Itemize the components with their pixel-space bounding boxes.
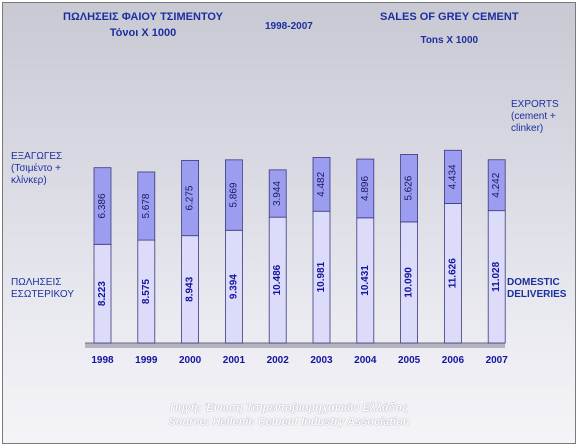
value-label-exports-2003: 4.482 (316, 171, 327, 196)
title-greek-line2: Τόνοι Χ 1000 (109, 27, 177, 39)
title-english-line2: Tons X 1000 (420, 35, 479, 46)
left-label-exports: ΕΞΑΓΩΓΕΣ (Τσιμέντο + κλίνκερ) (11, 151, 62, 187)
title-english-line1: SALES OF GREY CEMENT (380, 11, 519, 23)
right-exports-line2: (cement + (511, 111, 556, 122)
value-label-domestic-2001: 9.394 (228, 274, 239, 299)
bar-exports-2007 (487, 159, 506, 212)
x-tick-label-1999: 1999 (135, 355, 158, 366)
chart-title-greek: ΠΩΛΗΣΕΙΣ ΦΑΙΟΥ ΤΣΙΜΕΝΤΟΥ Τόνοι Χ 1000 (63, 11, 223, 39)
value-label-exports-1998: 6.386 (97, 193, 108, 218)
value-label-exports-2005: 5.626 (404, 175, 415, 200)
right-domestic-line2: DELIVERIES (507, 289, 567, 300)
left-domestic-line2: ΕΣΩΤΕΡΙΚΟΥ (11, 289, 75, 300)
x-tick-label-2007: 2007 (486, 355, 509, 366)
value-label-domestic-1999: 8.575 (141, 279, 152, 304)
value-label-domestic-2000: 8.943 (185, 276, 196, 301)
left-exports-line1: ΕΞΑΓΩΓΕΣ (11, 151, 63, 162)
value-label-domestic-2005: 10.090 (404, 267, 415, 298)
stacked-bar-chart: 8.223 6.386 1998 8.575 5.678 1999 8.943 6.275 20… (85, 149, 509, 366)
bar-exports-2004 (356, 158, 375, 219)
right-label-exports: EXPORTS (cement + clinker) (511, 99, 559, 135)
x-tick-label-2005: 2005 (398, 355, 421, 366)
chart-title-english: SALES OF GREY CEMENT Tons X 1000 (380, 11, 519, 46)
right-exports-line3: clinker) (511, 123, 544, 134)
right-label-domestic: DOMESTIC DELIVERIES (507, 277, 566, 301)
value-label-domestic-2002: 10.486 (272, 264, 283, 295)
right-domestic-line1: DOMESTIC (507, 277, 560, 288)
x-tick-label-2006: 2006 (442, 355, 465, 366)
value-label-exports-2004: 4.896 (360, 176, 371, 201)
bar-exports-2000 (181, 159, 200, 237)
value-label-domestic-2007: 11.028 (491, 261, 502, 291)
x-tick-label-2001: 2001 (223, 355, 246, 366)
bars-group (93, 149, 506, 344)
source-english: Source: Hellenic Cement Industry Associa… (168, 416, 410, 428)
value-label-exports-2007: 4.242 (491, 172, 502, 197)
right-exports-line1: EXPORTS (511, 99, 559, 110)
source-greek: Πηγή: Ένωση Τσιμεντοβιομηχανιών Ελλάδος (170, 402, 408, 414)
value-label-domestic-2004: 10.431 (360, 265, 371, 296)
bar-exports-2001 (224, 159, 243, 231)
bar-exports-1999 (137, 171, 156, 241)
source-note: Πηγή: Ένωση Τσιμεντοβιομηχανιών Ελλάδος … (3, 401, 575, 429)
bar-exports-2006 (443, 149, 462, 204)
value-label-exports-2000: 6.275 (185, 185, 196, 210)
left-exports-line2: (Τσιμέντο + (11, 163, 61, 174)
title-greek-line1: ΠΩΛΗΣΕΙΣ ΦΑΙΟΥ ΤΣΙΜΕΝΤΟΥ (63, 11, 223, 23)
value-label-exports-2001: 5.869 (228, 182, 239, 207)
bar-exports-2003 (312, 157, 331, 212)
x-tick-label-2000: 2000 (179, 355, 202, 366)
left-exports-line3: κλίνκερ) (11, 175, 47, 186)
chart-floor (85, 343, 505, 348)
value-label-exports-1999: 5.678 (141, 193, 152, 218)
x-tick-label-2003: 2003 (310, 355, 333, 366)
bar-exports-1998 (93, 167, 112, 245)
value-label-exports-2006: 4.434 (447, 164, 458, 189)
x-tick-label-1998: 1998 (91, 355, 114, 366)
bar-exports-2002 (268, 169, 287, 218)
left-label-domestic: ΠΩΛΗΣΕΙΣ ΕΣΩΤΕΡΙΚΟΥ (11, 277, 74, 301)
x-tick-label-2002: 2002 (267, 355, 290, 366)
bar-exports-2005 (400, 154, 419, 223)
chart-period: 1998-2007 (265, 21, 313, 32)
value-label-domestic-2006: 11.626 (447, 258, 458, 288)
left-domestic-line1: ΠΩΛΗΣΕΙΣ (11, 277, 62, 288)
value-label-domestic-2003: 10.981 (316, 261, 327, 292)
value-label-domestic-1998: 8.223 (97, 281, 108, 306)
value-label-exports-2002: 3.944 (272, 181, 283, 206)
x-tick-label-2004: 2004 (354, 355, 377, 366)
